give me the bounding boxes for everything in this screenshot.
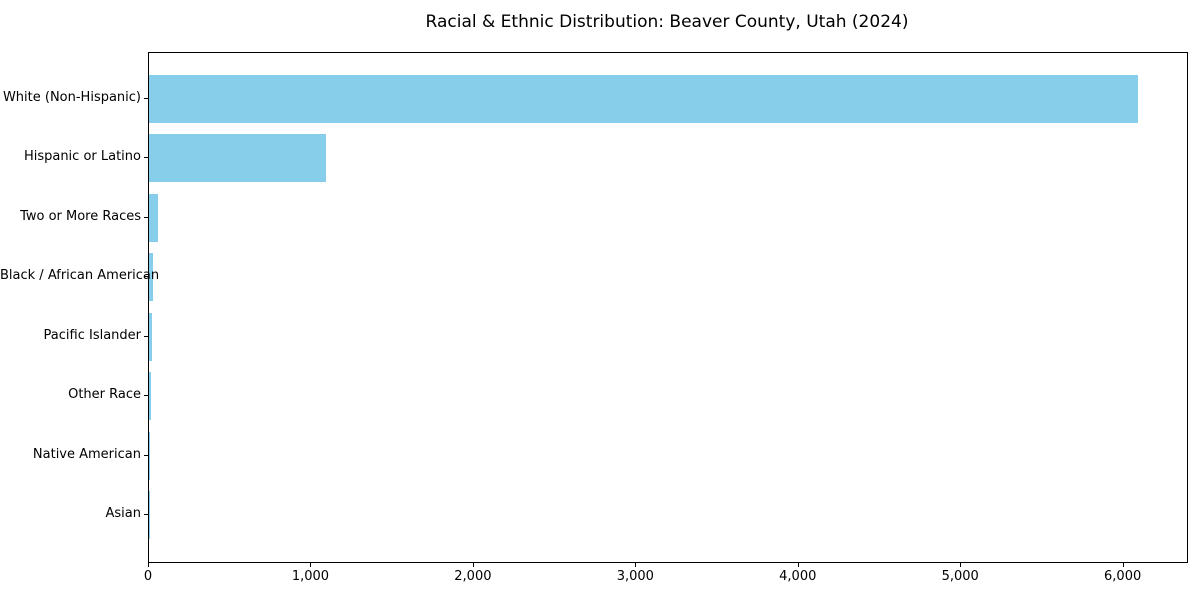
bar-white-non-hispanic: [149, 74, 1139, 123]
x-tick-label: 3,000: [616, 569, 654, 584]
bar-other-race: [149, 372, 151, 421]
y-tick-label: White (Non-Hispanic): [2, 89, 141, 105]
x-tick-label: 6,000: [1104, 569, 1142, 584]
y-axis-tick: [144, 395, 148, 397]
bar-pacific-islander: [149, 312, 152, 361]
y-axis-tick: [144, 216, 148, 218]
y-axis-tick: [144, 276, 148, 278]
y-axis-tick: [144, 97, 148, 99]
x-tick-label: 0: [143, 569, 153, 584]
plot-area: [148, 52, 1188, 563]
y-axis-tick: [144, 454, 148, 456]
x-axis-tick: [472, 563, 474, 567]
bar-two-or-more-races: [149, 193, 158, 242]
y-tick-label: Hispanic or Latino: [23, 149, 141, 165]
x-axis-tick: [797, 563, 799, 567]
bar-hispanic-or-latino: [149, 134, 327, 183]
x-tick-label: 1,000: [291, 569, 330, 584]
x-axis-tick: [635, 563, 637, 567]
x-axis-tick: [310, 563, 312, 567]
x-axis-tick: [960, 563, 962, 567]
bar-native-american: [149, 431, 150, 480]
y-axis-tick: [144, 514, 148, 516]
y-tick-label: Pacific Islander: [43, 327, 141, 343]
y-tick-label: Other Race: [68, 387, 141, 403]
bar-black-african-american: [149, 253, 154, 302]
x-axis-tick: [148, 563, 149, 567]
y-tick-label: Native American: [32, 446, 141, 462]
chart-title: Racial & Ethnic Distribution: Beaver Cou…: [425, 12, 909, 32]
y-tick-label: Asian: [105, 506, 141, 522]
y-axis-tick: [144, 335, 148, 337]
x-tick-label: 2,000: [454, 569, 492, 584]
y-axis-tick: [144, 157, 148, 159]
y-tick-label: Two or More Races: [20, 208, 141, 224]
x-tick-label: 5,000: [941, 569, 979, 584]
y-tick-label: Black / African American: [0, 268, 160, 284]
x-tick-label: 4,000: [779, 569, 817, 584]
x-axis-tick: [1122, 563, 1124, 567]
